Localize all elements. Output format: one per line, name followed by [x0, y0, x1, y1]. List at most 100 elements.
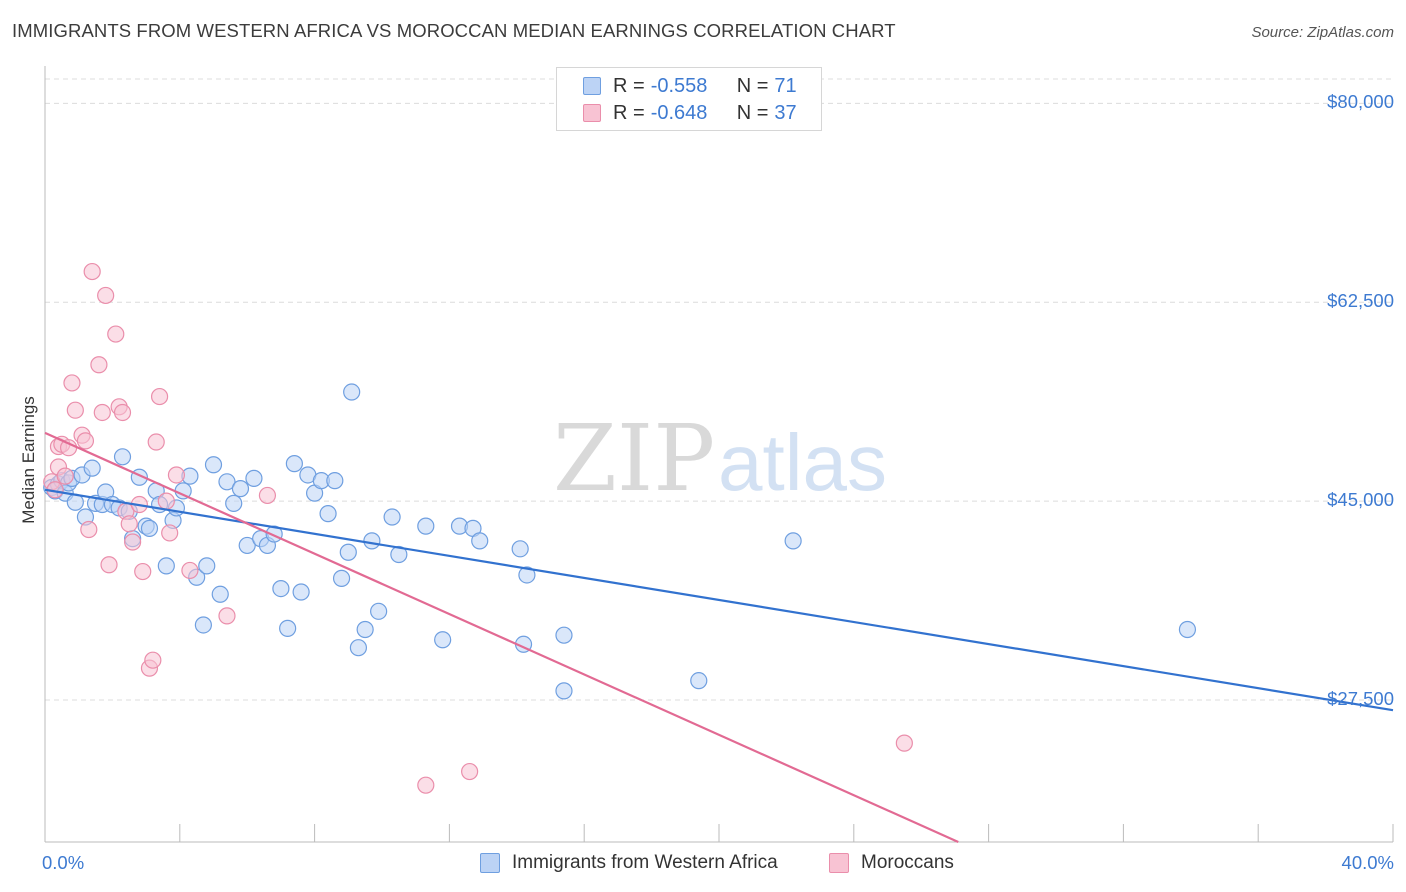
moroccan-point [218, 607, 236, 625]
western-africa-point [157, 557, 175, 575]
western-africa-point [211, 585, 229, 603]
moroccan-point [90, 356, 108, 374]
moroccan-point [150, 387, 169, 406]
watermark: ZIP atlas [553, 405, 887, 512]
western-africa-point [518, 566, 536, 584]
western-africa-point [370, 602, 388, 620]
moroccan-point [120, 515, 138, 533]
western-africa-point [339, 543, 357, 561]
western-africa-point [417, 517, 435, 535]
western-africa-point [555, 682, 573, 700]
moroccan-point [461, 762, 479, 781]
blue-swatch [583, 77, 601, 95]
stats-row-western-africa: R = -0.558 N = 71 [583, 73, 797, 99]
western-africa-point [225, 494, 243, 512]
r-label: R = [613, 101, 645, 124]
y-tick-label: $27,500 [1327, 687, 1394, 709]
western-africa-point [511, 540, 529, 558]
moroccan-point [107, 325, 125, 343]
moroccan-point [181, 561, 199, 580]
moroccan-point [144, 651, 162, 669]
moroccan-point [80, 520, 98, 539]
western-africa-point [784, 532, 802, 550]
chart-title: IMMIGRANTS FROM WESTERN AFRICA VS MOROCC… [12, 20, 896, 41]
western-africa-point [218, 473, 236, 491]
moroccan-point [113, 403, 132, 422]
series-legend: Immigrants from Western Africa Moroccans [0, 852, 1406, 878]
western-africa-point [279, 619, 297, 637]
moroccan-point [56, 467, 74, 485]
stats-row-moroccans: R = -0.648 N = 37 [583, 100, 797, 126]
y-tick-label: $62,500 [1327, 290, 1394, 312]
moroccan-point [100, 556, 118, 574]
moroccan-point [124, 533, 142, 551]
n-label: N = [736, 74, 769, 97]
y-tick-label: $80,000 [1327, 91, 1394, 113]
legend-item-western-africa[interactable]: Immigrants from Western Africa [480, 852, 778, 874]
western-africa-point [272, 580, 290, 598]
western-africa-point [285, 455, 303, 473]
stats-legend: R = -0.558 N = 71 R = -0.648 N = 37 [556, 67, 822, 131]
western-africa-point [292, 583, 310, 601]
moroccan-point [417, 776, 435, 794]
western-africa-point [113, 448, 132, 466]
western-africa-point [238, 536, 256, 555]
legend-label: Moroccans [861, 852, 954, 873]
western-africa-point [690, 672, 708, 690]
western-africa-point [471, 532, 489, 550]
moroccan-point [147, 433, 165, 451]
moroccan-point [161, 524, 179, 542]
x-tick-label-max: 40.0% [1341, 852, 1394, 873]
moroccan-trend-line [44, 431, 959, 844]
western-africa-point [83, 459, 101, 477]
moroccan-point [63, 374, 81, 392]
moroccan-point [895, 734, 913, 752]
western-africa-point [194, 616, 212, 634]
moroccan-point [83, 262, 101, 281]
western-africa-point [1178, 620, 1197, 639]
axes [44, 66, 1394, 843]
moroccan-point [97, 286, 115, 305]
western-africa-point [356, 620, 374, 639]
western-africa-point [363, 532, 381, 550]
trend-lines [44, 431, 1394, 844]
watermark-zip: ZIP [553, 405, 715, 512]
western-africa-point [245, 469, 263, 487]
western-africa-point [434, 631, 452, 649]
moroccan-point [66, 401, 84, 419]
blue-swatch [480, 853, 500, 873]
watermark-atlas: atlas [718, 418, 887, 507]
n-value: 71 [774, 74, 797, 97]
western-africa-point [383, 508, 401, 526]
n-label: N = [736, 101, 769, 124]
western-africa-point [198, 557, 216, 575]
pink-swatch [829, 853, 849, 873]
n-value: 37 [774, 101, 797, 124]
western-africa-point [319, 505, 337, 523]
x-tick-label-min: 0.0% [42, 852, 85, 873]
western-africa-point [343, 383, 361, 401]
y-tick-label: $45,000 [1327, 489, 1394, 511]
moroccan-point [258, 486, 277, 505]
western-africa-point [326, 472, 344, 490]
western-africa-point [204, 456, 223, 474]
r-value: -0.648 [650, 101, 708, 124]
western-africa-point [231, 480, 250, 498]
moroccan-point [157, 492, 175, 510]
moroccan-point [134, 562, 152, 581]
western-africa-trend-line [44, 488, 1394, 712]
r-label: R = [613, 74, 645, 97]
western-africa-point [349, 639, 368, 657]
data-points [43, 262, 1197, 794]
pink-swatch [583, 104, 601, 122]
western-africa-point [332, 569, 351, 587]
western-africa-point [140, 519, 159, 537]
grid [45, 78, 1393, 701]
legend-item-moroccans[interactable]: Moroccans [829, 852, 954, 874]
moroccan-point [167, 466, 186, 484]
western-africa-point [555, 626, 573, 644]
source-note: Source: ZipAtlas.com [1251, 24, 1394, 41]
moroccan-point [93, 403, 111, 422]
moroccan-point [76, 432, 95, 450]
